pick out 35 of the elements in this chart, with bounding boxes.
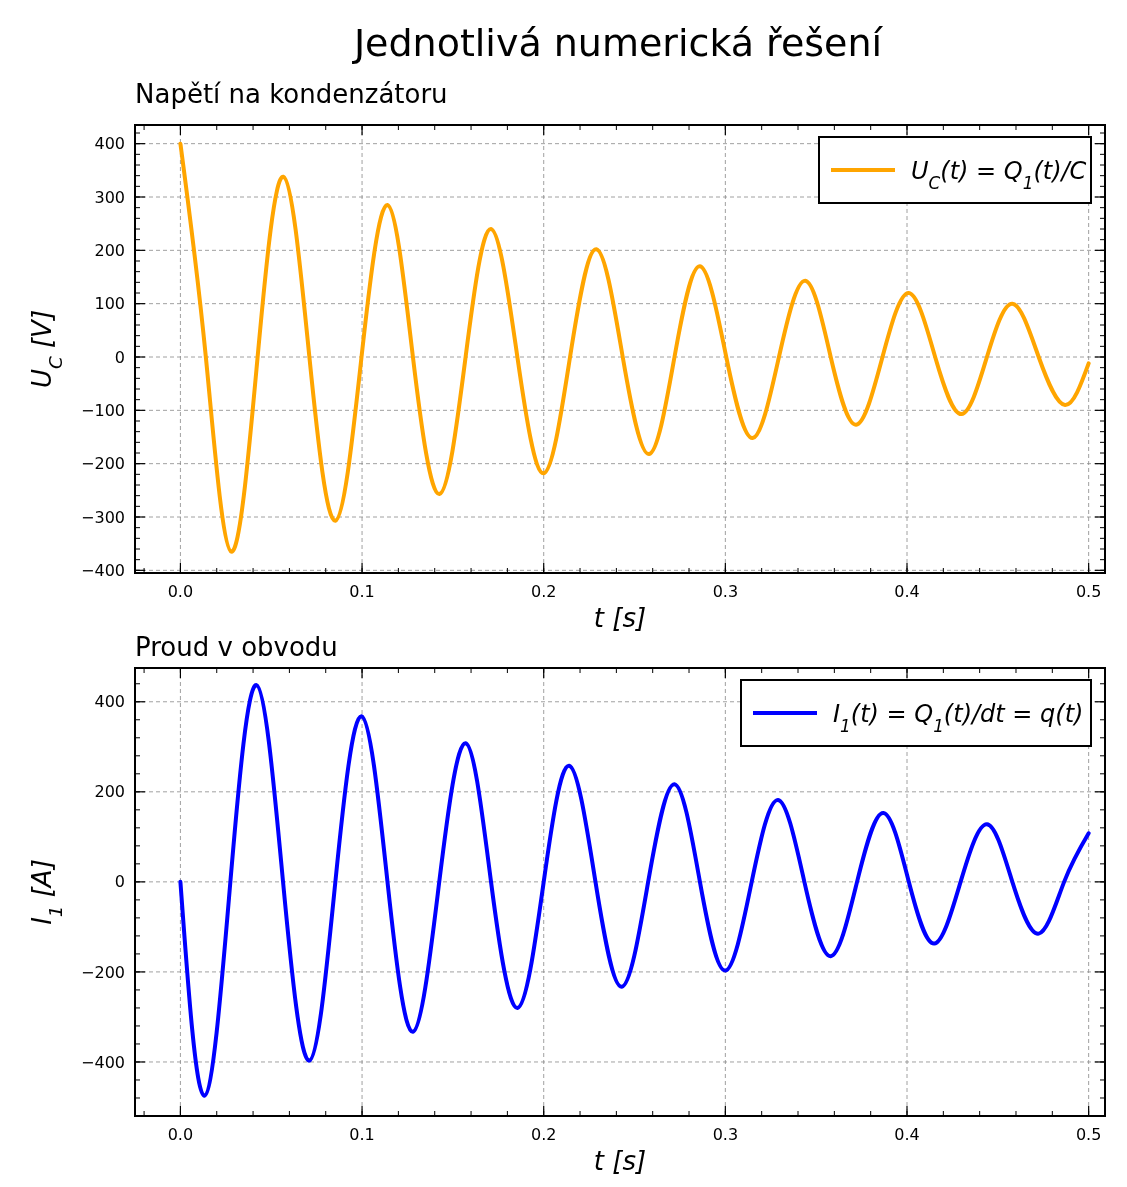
y-tick-label: −200 (81, 454, 125, 474)
x-tick-label: 0.5 (1075, 1125, 1102, 1144)
x-tick-label: 0.4 (894, 1125, 920, 1144)
line-series (178, 683, 1091, 1098)
x-tick-label: 0.3 (712, 582, 739, 601)
x-axis-title: t [s] (593, 603, 647, 633)
y-tick-label: 200 (94, 782, 125, 802)
x-tick-label: 0.5 (1075, 582, 1102, 601)
x-axis-title: t [s] (593, 1146, 647, 1176)
legend-label: I$_{1}$(t) = Q$_{1}$(t)/dt = q(t) (833, 700, 1084, 736)
x-tick-label: 0.4 (894, 582, 920, 601)
chart-subtitle: Napětí na kondenzátoru (135, 79, 448, 109)
y-tick-label: 100 (94, 294, 125, 314)
x-tick-label: 0.1 (349, 1125, 375, 1144)
legend-label: U$_{C}$(t) = Q$_{1}$(t)/C (911, 157, 1087, 193)
y-tick-label: 300 (94, 187, 125, 207)
chart-title: Jednotlivá numerická řešení (351, 21, 884, 65)
x-tick-label: 0.0 (167, 582, 194, 601)
x-tick-label: 0.3 (712, 1125, 739, 1144)
y-tick-label: 400 (94, 692, 125, 712)
y-tick-label: −400 (81, 1052, 125, 1072)
x-tick-label: 0.1 (349, 582, 375, 601)
y-tick-label: −200 (81, 962, 125, 982)
x-tick-label: 0.0 (167, 1125, 194, 1144)
chart-title: Proud v obvodu (135, 632, 338, 662)
y-tick-label: 200 (94, 240, 125, 260)
x-tick-label: 0.2 (530, 1125, 557, 1144)
y-tick-label: 0 (114, 872, 125, 892)
y-tick-label: 0 (114, 347, 125, 367)
y-tick-label: −100 (81, 400, 125, 420)
x-tick-label: 0.2 (530, 582, 557, 601)
line-series (178, 141, 1091, 554)
y-tick-label: −400 (81, 560, 125, 580)
y-tick-label: 400 (94, 134, 125, 154)
y-tick-label: −300 (81, 507, 125, 527)
